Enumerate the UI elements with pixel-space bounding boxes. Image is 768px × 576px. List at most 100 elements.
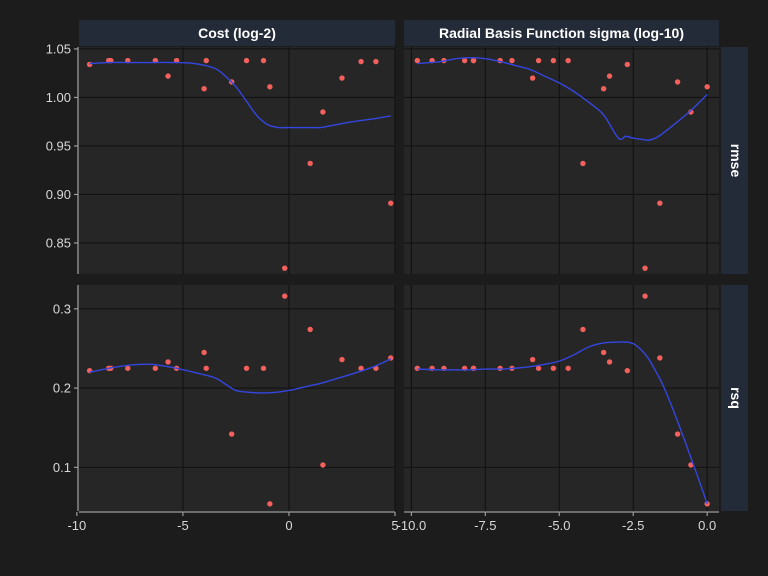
data-point bbox=[339, 75, 345, 81]
data-point bbox=[320, 109, 326, 115]
facet-label-column: Radial Basis Function sigma (log-10) bbox=[439, 25, 684, 41]
data-point bbox=[201, 349, 207, 356]
data-point bbox=[152, 365, 159, 371]
panel-content bbox=[414, 56, 710, 271]
smooth-line bbox=[89, 358, 392, 394]
data-point bbox=[550, 57, 557, 64]
x-tick-label: -2.5 bbox=[622, 518, 644, 533]
data-point bbox=[642, 293, 648, 299]
data-point bbox=[642, 265, 648, 271]
data-point bbox=[307, 326, 313, 333]
data-point bbox=[267, 84, 273, 90]
data-point bbox=[704, 501, 710, 507]
data-point bbox=[373, 58, 379, 65]
facet-label-row: rmse bbox=[728, 144, 744, 178]
facet-strip-column bbox=[79, 20, 395, 46]
y-tick-label: 1.05 bbox=[46, 41, 71, 56]
data-point bbox=[688, 109, 694, 115]
data-point bbox=[165, 73, 171, 79]
data-point bbox=[388, 200, 394, 206]
y-tick-label: 0.2 bbox=[53, 381, 71, 396]
data-point bbox=[86, 61, 93, 68]
panel-content bbox=[414, 293, 710, 507]
facet-label-row: rsq bbox=[728, 387, 744, 409]
x-tick-label: -10 bbox=[67, 518, 86, 533]
facet-label-column: Cost (log-2) bbox=[198, 25, 276, 41]
data-point bbox=[203, 57, 209, 64]
data-point bbox=[580, 160, 586, 167]
panel-content bbox=[86, 293, 394, 507]
x-tick-label: -5.0 bbox=[548, 518, 570, 533]
data-point bbox=[657, 200, 663, 206]
data-point bbox=[624, 367, 631, 374]
y-tick-label: 0.1 bbox=[53, 460, 71, 475]
data-point bbox=[339, 356, 345, 363]
data-point bbox=[565, 57, 571, 64]
data-point bbox=[606, 73, 613, 79]
strips-layer: Cost (log-2) Radial Basis Function sigma … bbox=[79, 20, 748, 511]
panel-background bbox=[79, 47, 395, 274]
panel-rmse-cost bbox=[79, 47, 396, 274]
panel-rmse-rbf-sigma bbox=[404, 47, 719, 274]
data-point bbox=[497, 365, 503, 371]
data-point bbox=[461, 57, 468, 64]
data-point bbox=[414, 365, 421, 371]
x-tick-label: -5 bbox=[177, 518, 189, 533]
panel-content bbox=[86, 57, 394, 271]
data-point bbox=[535, 57, 542, 64]
data-point bbox=[243, 57, 250, 64]
data-point bbox=[580, 326, 586, 333]
smooth-line bbox=[417, 341, 708, 505]
x-tick-label: -7.5 bbox=[474, 518, 496, 533]
panel-background bbox=[404, 285, 719, 511]
data-point bbox=[600, 86, 607, 92]
data-point bbox=[535, 365, 542, 371]
data-point bbox=[674, 79, 681, 85]
data-point bbox=[414, 57, 421, 64]
smooth-line bbox=[89, 61, 391, 129]
data-point bbox=[606, 359, 613, 365]
data-point bbox=[358, 58, 364, 65]
data-point bbox=[260, 365, 267, 371]
panel-rsq-cost bbox=[79, 285, 396, 511]
x-tick-label: 5 bbox=[391, 518, 398, 533]
smooth-line bbox=[417, 56, 708, 141]
data-point bbox=[674, 431, 681, 437]
data-point bbox=[600, 349, 607, 356]
panel-background bbox=[404, 47, 719, 274]
facet-strip-column bbox=[404, 20, 719, 46]
data-point bbox=[320, 462, 326, 468]
data-point bbox=[307, 160, 313, 167]
data-point bbox=[565, 365, 571, 371]
facet-strip-row bbox=[721, 285, 748, 511]
data-point bbox=[529, 356, 536, 363]
data-point bbox=[165, 359, 171, 365]
data-point bbox=[125, 365, 131, 371]
y-tick-label: 0.90 bbox=[46, 187, 71, 202]
x-tick-label: -10.0 bbox=[397, 518, 427, 533]
data-point bbox=[688, 462, 694, 468]
x-tick-label: 0.0 bbox=[698, 518, 716, 533]
data-point bbox=[260, 57, 267, 64]
panels-layer bbox=[79, 47, 719, 511]
data-point bbox=[470, 57, 477, 64]
data-point bbox=[624, 61, 631, 68]
data-point bbox=[358, 365, 364, 371]
data-point bbox=[228, 431, 235, 437]
data-point bbox=[550, 365, 557, 371]
data-point bbox=[509, 57, 515, 64]
y-tick-label: 0.3 bbox=[53, 301, 71, 316]
data-point bbox=[529, 75, 536, 81]
x-tick-label: 0 bbox=[285, 518, 292, 533]
y-tick-label: 1.00 bbox=[46, 90, 71, 105]
panel-background bbox=[79, 285, 395, 511]
data-point bbox=[267, 501, 273, 507]
data-point bbox=[243, 365, 250, 371]
data-point bbox=[704, 84, 710, 90]
data-point bbox=[657, 355, 663, 361]
facet-strip-row bbox=[721, 47, 748, 274]
data-point bbox=[203, 365, 209, 371]
y-tick-label: 0.85 bbox=[46, 235, 71, 250]
data-point bbox=[282, 293, 288, 299]
